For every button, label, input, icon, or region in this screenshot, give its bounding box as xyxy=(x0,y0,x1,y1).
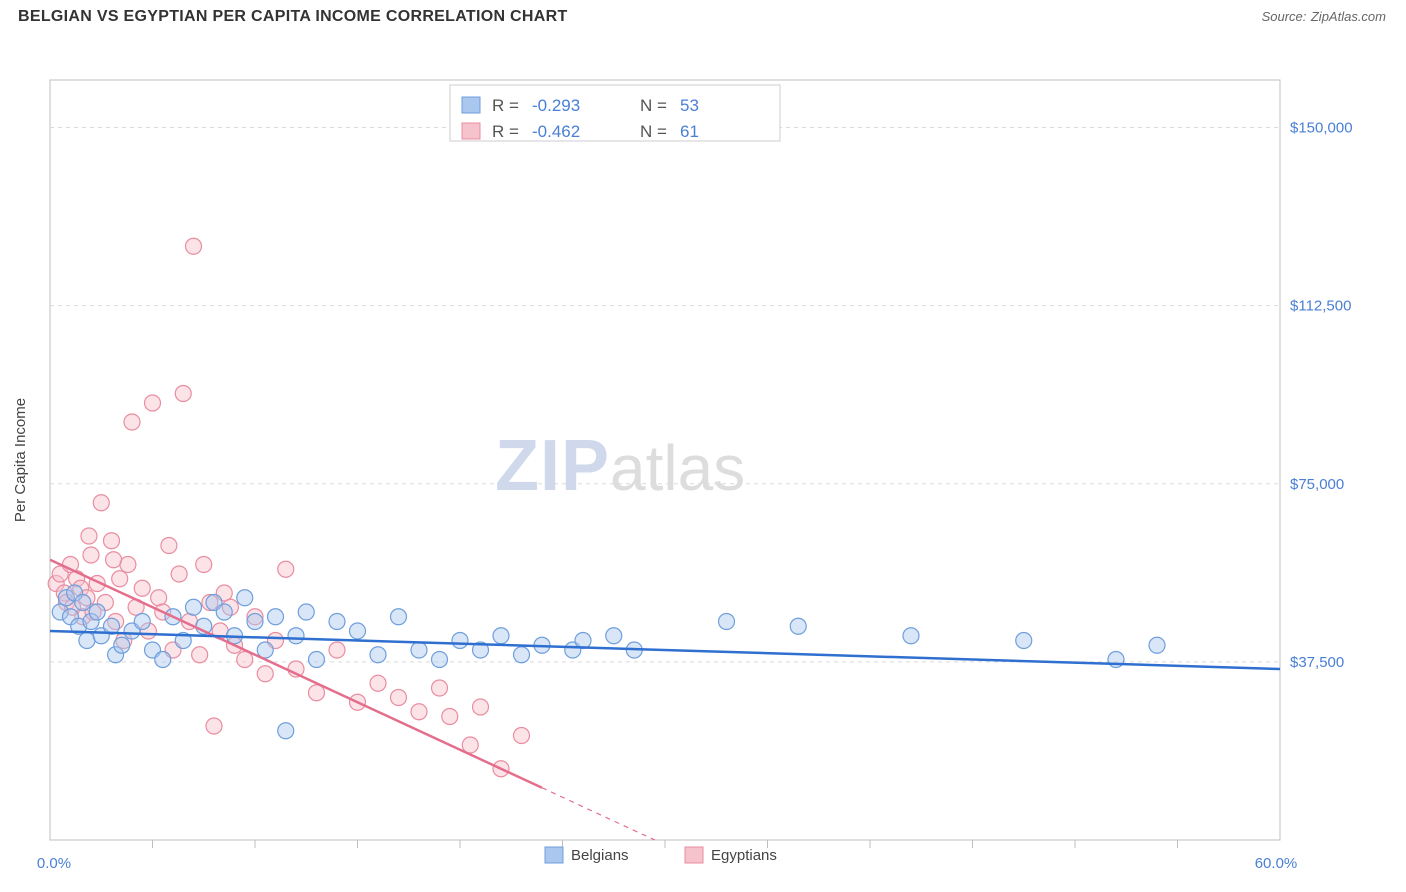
source-attribution: Source: ZipAtlas.com xyxy=(1262,8,1386,26)
y-tick-label: $75,000 xyxy=(1290,476,1344,493)
belgians-data-point xyxy=(237,590,253,606)
egyptians-data-point xyxy=(81,528,97,544)
x-axis-end-label: 60.0% xyxy=(1255,855,1298,872)
chart-container: $37,500 $75,000 $112,500 $150,000 0.0% 60.0% P… xyxy=(0,30,1406,880)
belgians-data-point xyxy=(350,623,366,639)
belgians-data-point xyxy=(1016,633,1032,649)
legend-N-value-belgians: 53 xyxy=(680,96,699,115)
legend-swatch-belgians xyxy=(462,97,480,113)
egyptians-data-point xyxy=(93,495,109,511)
belgians-data-point xyxy=(298,604,314,620)
egyptians-data-point xyxy=(196,557,212,573)
legend-bottom-swatch-belgians xyxy=(545,847,563,863)
egyptians-data-point xyxy=(120,557,136,573)
egyptians-trend-line xyxy=(50,560,542,788)
belgians-data-point xyxy=(1149,637,1165,653)
belgians-data-point xyxy=(114,637,130,653)
egyptians-data-point xyxy=(329,642,345,658)
y-tick-label: $112,500 xyxy=(1290,298,1351,315)
legend-swatch-egyptians xyxy=(462,123,480,139)
belgians-data-point xyxy=(247,614,263,630)
egyptians-data-point xyxy=(257,666,273,682)
legend-R-value-belgians: -0.293 xyxy=(532,96,580,115)
egyptians-data-point xyxy=(442,709,458,725)
egyptians-data-point xyxy=(391,690,407,706)
legend-bottom-swatch-egyptians xyxy=(685,847,703,863)
egyptians-data-point xyxy=(124,414,140,430)
egyptians-data-point xyxy=(112,571,128,587)
egyptians-data-point xyxy=(134,580,150,596)
chart-title: BELGIAN VS EGYPTIAN PER CAPITA INCOME CO… xyxy=(18,8,568,26)
belgians-data-point xyxy=(155,652,171,668)
egyptians-data-point xyxy=(411,704,427,720)
egyptians-data-point xyxy=(151,590,167,606)
egyptians-data-point xyxy=(106,552,122,568)
legend-bottom-label-belgians: Belgians xyxy=(571,847,629,864)
y-tick-label: $37,500 xyxy=(1290,654,1344,671)
legend-R-label-belgians: R = xyxy=(492,96,519,115)
egyptians-data-point xyxy=(206,718,222,734)
belgians-data-point xyxy=(432,652,448,668)
egyptians-data-point xyxy=(145,395,161,411)
watermark: ZIPatlas xyxy=(495,426,745,506)
egyptians-data-point xyxy=(370,675,386,691)
belgians-data-point xyxy=(790,618,806,634)
belgians-data-point xyxy=(514,647,530,663)
egyptians-data-point xyxy=(175,386,191,402)
egyptians-data-point xyxy=(432,680,448,696)
belgians-data-point xyxy=(452,633,468,649)
legend-R-value-egyptians: -0.462 xyxy=(532,122,580,141)
source-name: ZipAtlas.com xyxy=(1311,9,1386,24)
belgians-data-point xyxy=(719,614,735,630)
correlation-scatter-chart: $37,500 $75,000 $112,500 $150,000 0.0% 60.0% P… xyxy=(0,30,1406,880)
legend-N-value-egyptians: 61 xyxy=(680,122,699,141)
egyptians-data-point xyxy=(514,728,530,744)
belgians-data-point xyxy=(903,628,919,644)
legend-N-label-egyptians: N = xyxy=(640,122,667,141)
egyptians-data-point xyxy=(171,566,187,582)
egyptians-data-point xyxy=(161,538,177,554)
belgians-data-point xyxy=(278,723,294,739)
belgians-data-point xyxy=(89,604,105,620)
y-tick-label: $150,000 xyxy=(1290,120,1353,137)
legend-R-label-egyptians: R = xyxy=(492,122,519,141)
belgians-data-point xyxy=(309,652,325,668)
belgians-data-point xyxy=(370,647,386,663)
egyptians-data-point xyxy=(104,533,120,549)
belgians-data-point xyxy=(75,595,91,611)
egyptians-data-point xyxy=(83,547,99,563)
legend-N-label-belgians: N = xyxy=(640,96,667,115)
y-axis-title: Per Capita Income xyxy=(12,398,29,522)
egyptians-data-point xyxy=(192,647,208,663)
egyptians-data-point xyxy=(186,238,202,254)
legend-bottom-label-egyptians: Egyptians xyxy=(711,847,777,864)
belgians-data-point xyxy=(134,614,150,630)
belgians-data-point xyxy=(391,609,407,625)
belgians-data-point xyxy=(216,604,232,620)
belgians-data-point xyxy=(329,614,345,630)
source-label: Source: xyxy=(1262,9,1307,24)
egyptians-trend-line-dashed xyxy=(542,788,768,880)
belgians-data-point xyxy=(411,642,427,658)
belgians-data-point xyxy=(79,633,95,649)
belgians-data-point xyxy=(268,609,284,625)
belgians-data-point xyxy=(606,628,622,644)
belgians-data-point xyxy=(186,599,202,615)
egyptians-data-point xyxy=(473,699,489,715)
belgians-data-point xyxy=(493,628,509,644)
x-axis-start-label: 0.0% xyxy=(37,855,71,872)
belgians-data-point xyxy=(288,628,304,644)
egyptians-data-point xyxy=(278,561,294,577)
